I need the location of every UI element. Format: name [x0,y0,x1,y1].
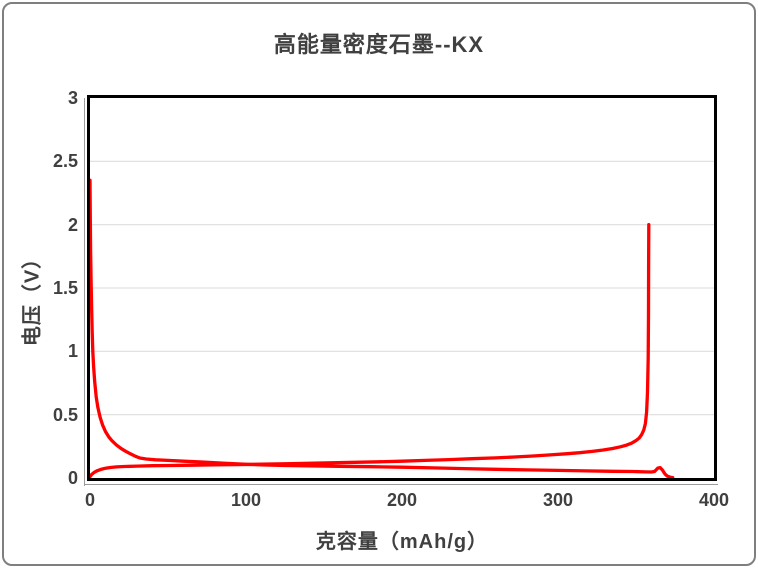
series-plot [90,160,714,478]
series-discharge-lithiation-curve [90,178,675,478]
x-tick-label: 400 [698,490,730,510]
y-tick-label: 3 [67,88,78,108]
x-tick-label: 0 [84,490,95,510]
x-tick-label: 100 [230,490,262,510]
plot-area [87,95,717,481]
y-tick-label: 2 [67,214,78,235]
series-charge-delithiation-curve [90,223,651,478]
x-tick-label: 200 [386,490,418,510]
x-axis-offset-line [84,484,718,485]
y-tick-label: 0.5 [52,404,78,425]
y-tick-label: 2.5 [52,151,78,172]
chart-title: 高能量密度石墨--KX [273,32,485,57]
y-axis-title: 电压（V） [21,247,44,347]
y-tick-label: 0 [67,468,78,488]
x-axis-title: 克容量（mAh/g） [315,531,489,553]
y-axis-offset-line [84,98,85,486]
x-tick-label: 300 [542,490,574,510]
